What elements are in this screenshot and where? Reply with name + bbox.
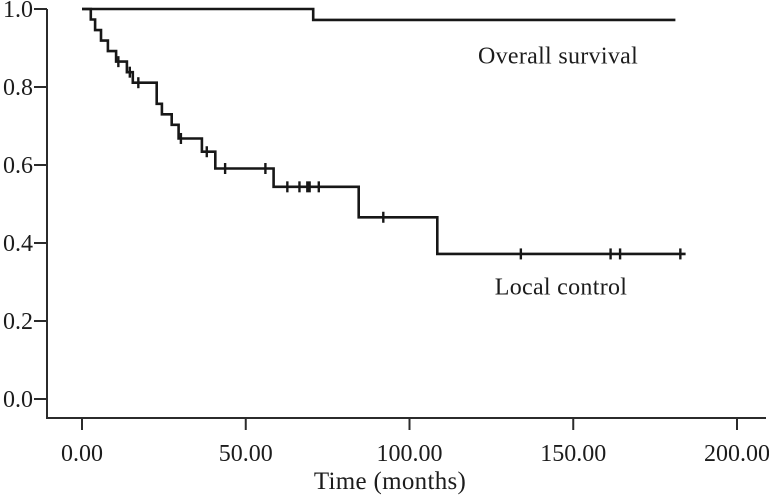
x-tick-label: 100.00 <box>377 441 443 467</box>
x-axis-title: Time (months) <box>313 468 467 495</box>
y-tick-label: 0.4 <box>3 231 33 257</box>
x-tick-label: 0.00 <box>61 441 103 467</box>
series-label-local-control: Local control <box>494 274 628 301</box>
y-tick-label: 1.0 <box>3 0 33 23</box>
y-tick-label: 0.8 <box>3 75 33 101</box>
y-tick-label: 0.6 <box>3 153 33 179</box>
y-tick-label: 0.2 <box>3 309 33 335</box>
y-tick-label: 0.0 <box>3 387 33 413</box>
x-tick-label: 50.00 <box>219 441 273 467</box>
x-tick-label: 150.00 <box>540 441 606 467</box>
x-tick-label: 200.00 <box>704 441 769 467</box>
series-label-overall-survival: Overall survival <box>477 43 639 70</box>
survival-curve-overall-survival <box>82 7 676 22</box>
survival-curve-local-control <box>82 7 686 256</box>
